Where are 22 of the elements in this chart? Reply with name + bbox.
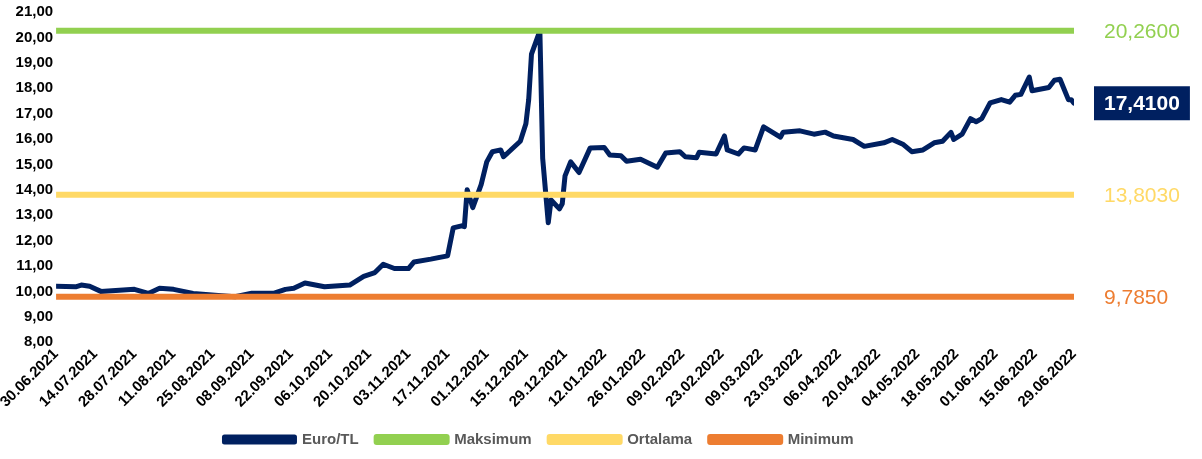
data-label: 17,4100 (1104, 90, 1180, 114)
y-tick-label: 19,00 (15, 52, 54, 70)
y-tick-label: 18,00 (15, 78, 54, 96)
y-tick-label: 20,00 (15, 27, 54, 45)
y-tick-label: 8,00 (23, 332, 54, 350)
y-tick-label: 10,00 (15, 281, 54, 299)
y-tick-label: 17,00 (15, 103, 54, 121)
y-tick-label: 16,00 (15, 129, 54, 147)
y-tick-label: 14,00 (15, 179, 54, 197)
y-tick-label: 12,00 (15, 230, 54, 248)
y-tick-label: 11,00 (16, 256, 54, 274)
y-tick-label: 9,00 (23, 306, 54, 324)
data-label: 13,8030 (1104, 182, 1180, 206)
y-tick-label: 21,00 (15, 2, 54, 20)
data-label: 20,2600 (1104, 18, 1180, 42)
y-tick-label: 15,00 (15, 154, 54, 172)
legend-label: Euro/TL (301, 429, 359, 447)
legend-label: Maksimum (454, 429, 532, 447)
y-tick-label: 13,00 (15, 205, 54, 223)
legend-label: Minimum (787, 429, 854, 447)
data-label: 9,7850 (1104, 284, 1169, 308)
legend-label: Ortalama (627, 429, 693, 447)
